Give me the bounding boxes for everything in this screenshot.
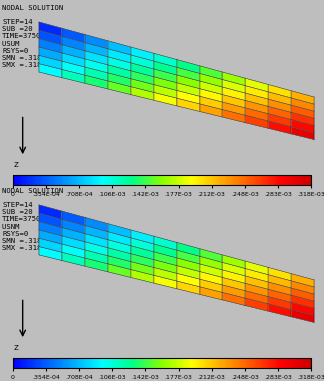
Text: NODAL SOLUTION

STEP=14
SUB =20
TIME=3750
USNM      (AVG)
RSYS=0
SMN =.318E-03
S: NODAL SOLUTION STEP=14 SUB =20 TIME=3750… (2, 188, 68, 251)
Text: NODAL SOLUTION

STEP=14
SUB =20
TIME=3750
USUM      (AVG)
RSYS=0
SMN =.318E-03
S: NODAL SOLUTION STEP=14 SUB =20 TIME=3750… (2, 5, 68, 68)
Text: Z: Z (14, 162, 19, 168)
Text: Z: Z (14, 345, 19, 351)
